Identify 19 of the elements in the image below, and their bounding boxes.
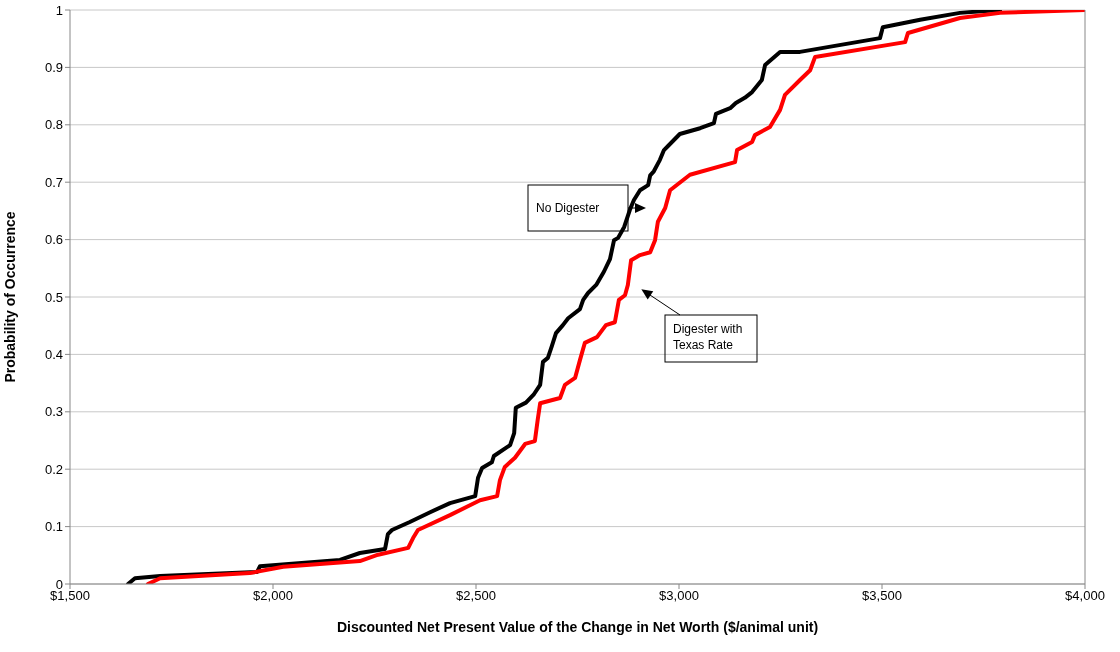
- x-tick-label: $2,000: [253, 588, 293, 604]
- annotation: No Digester: [536, 201, 600, 215]
- y-tick-label: 0.6: [44, 232, 63, 248]
- annotation: Digester with Texas Rate: [673, 322, 743, 352]
- x-tick-label: $4,000: [1065, 588, 1105, 604]
- y-tick-label: 0.9: [44, 60, 63, 76]
- x-tick-label: $3,500: [862, 588, 902, 604]
- y-tick-label: 0.7: [44, 174, 63, 190]
- y-tick-label: 0.1: [44, 519, 63, 535]
- y-tick-label: 0.4: [44, 347, 63, 363]
- x-tick-label: $2,500: [456, 588, 496, 604]
- y-tick-label: 0.2: [44, 461, 63, 477]
- y-axis-title: Probability of Occurrence: [1, 211, 18, 383]
- y-tick-label: 0.8: [44, 117, 63, 133]
- y-tick-label: 0.3: [44, 404, 63, 420]
- y-tick-label: 1: [55, 2, 63, 18]
- x-tick-label: $3,000: [659, 588, 699, 604]
- y-tick-label: 0.5: [44, 289, 63, 305]
- x-axis-title: Discounted Net Present Value of the Change in Net Worth ($/animal unit): [336, 619, 819, 635]
